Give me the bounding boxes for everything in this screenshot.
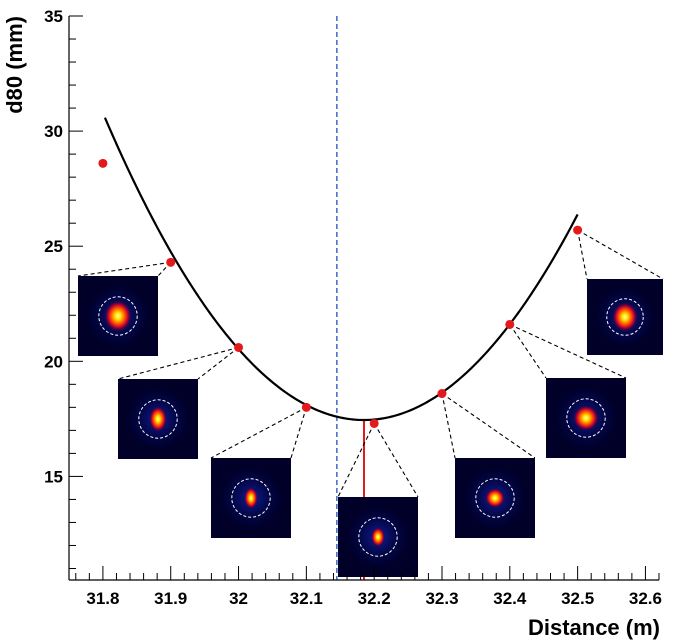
d80-circle (606, 298, 644, 336)
y-tick-label: 25 (44, 237, 63, 256)
inset-connector-line (77, 261, 171, 277)
inset-connector-line (373, 423, 419, 498)
data-point (98, 158, 108, 168)
x-tick-label: 31.8 (86, 589, 119, 608)
x-tick-label: 32.1 (290, 589, 323, 608)
x-axis-title: Distance (m) (528, 615, 660, 640)
inset-connector-line (290, 407, 307, 459)
beam-spot-icon (485, 488, 505, 508)
beam-spot-icon (612, 302, 638, 332)
x-tick-label: 31.9 (154, 589, 187, 608)
inset-connector-line (441, 393, 536, 459)
inset-connector-line (577, 229, 588, 280)
beam-spot-inset (78, 276, 158, 356)
x-tick-label: 32.5 (561, 589, 594, 608)
beam-spot-inset (546, 378, 626, 458)
x-tick-label: 32.4 (493, 589, 527, 608)
inset-connector-line (509, 323, 627, 379)
beam-spot-inset (118, 379, 198, 459)
data-point (437, 389, 447, 399)
inset-connector-line (577, 229, 664, 280)
y-tick-label: 30 (44, 122, 63, 141)
x-tick-label: 32 (229, 589, 248, 608)
beam-spot-icon (573, 405, 599, 431)
beam-spot-inset (455, 458, 535, 538)
y-axis-title: d80 (mm) (2, 16, 27, 114)
inset-connector-line (197, 347, 239, 380)
beam-spot-icon (244, 487, 258, 509)
y-tick-label: 35 (44, 7, 63, 26)
d80-circle (566, 398, 606, 438)
inset-connector-line (337, 423, 375, 498)
beam-spot-inset (338, 497, 418, 577)
x-tick-label: 32.2 (358, 589, 391, 608)
y-tick-label: 15 (44, 467, 63, 486)
d80-circle (358, 517, 398, 557)
d80-circle (98, 296, 138, 336)
y-tick-label: 20 (44, 352, 63, 371)
inset-connector-line (509, 324, 547, 379)
data-point (505, 319, 515, 329)
fit-curve (103, 117, 579, 422)
inset-connector-line (441, 393, 456, 459)
data-point (166, 257, 176, 267)
d80-circle (475, 478, 515, 518)
beam-spot-inset (587, 279, 663, 355)
beam-spot-icon (104, 300, 132, 332)
data-point (369, 418, 379, 428)
data-point (573, 225, 583, 235)
beam-spot-icon (149, 406, 167, 432)
d80-circle (138, 399, 178, 439)
d80-circle (231, 478, 271, 518)
beam-spot-icon (371, 527, 385, 547)
data-point (234, 342, 244, 352)
inset-connector-line (210, 406, 307, 459)
beam-spot-inset (211, 458, 291, 538)
x-tick-label: 32.3 (425, 589, 458, 608)
x-tick-label: 32.6 (629, 589, 662, 608)
data-point (301, 402, 311, 412)
